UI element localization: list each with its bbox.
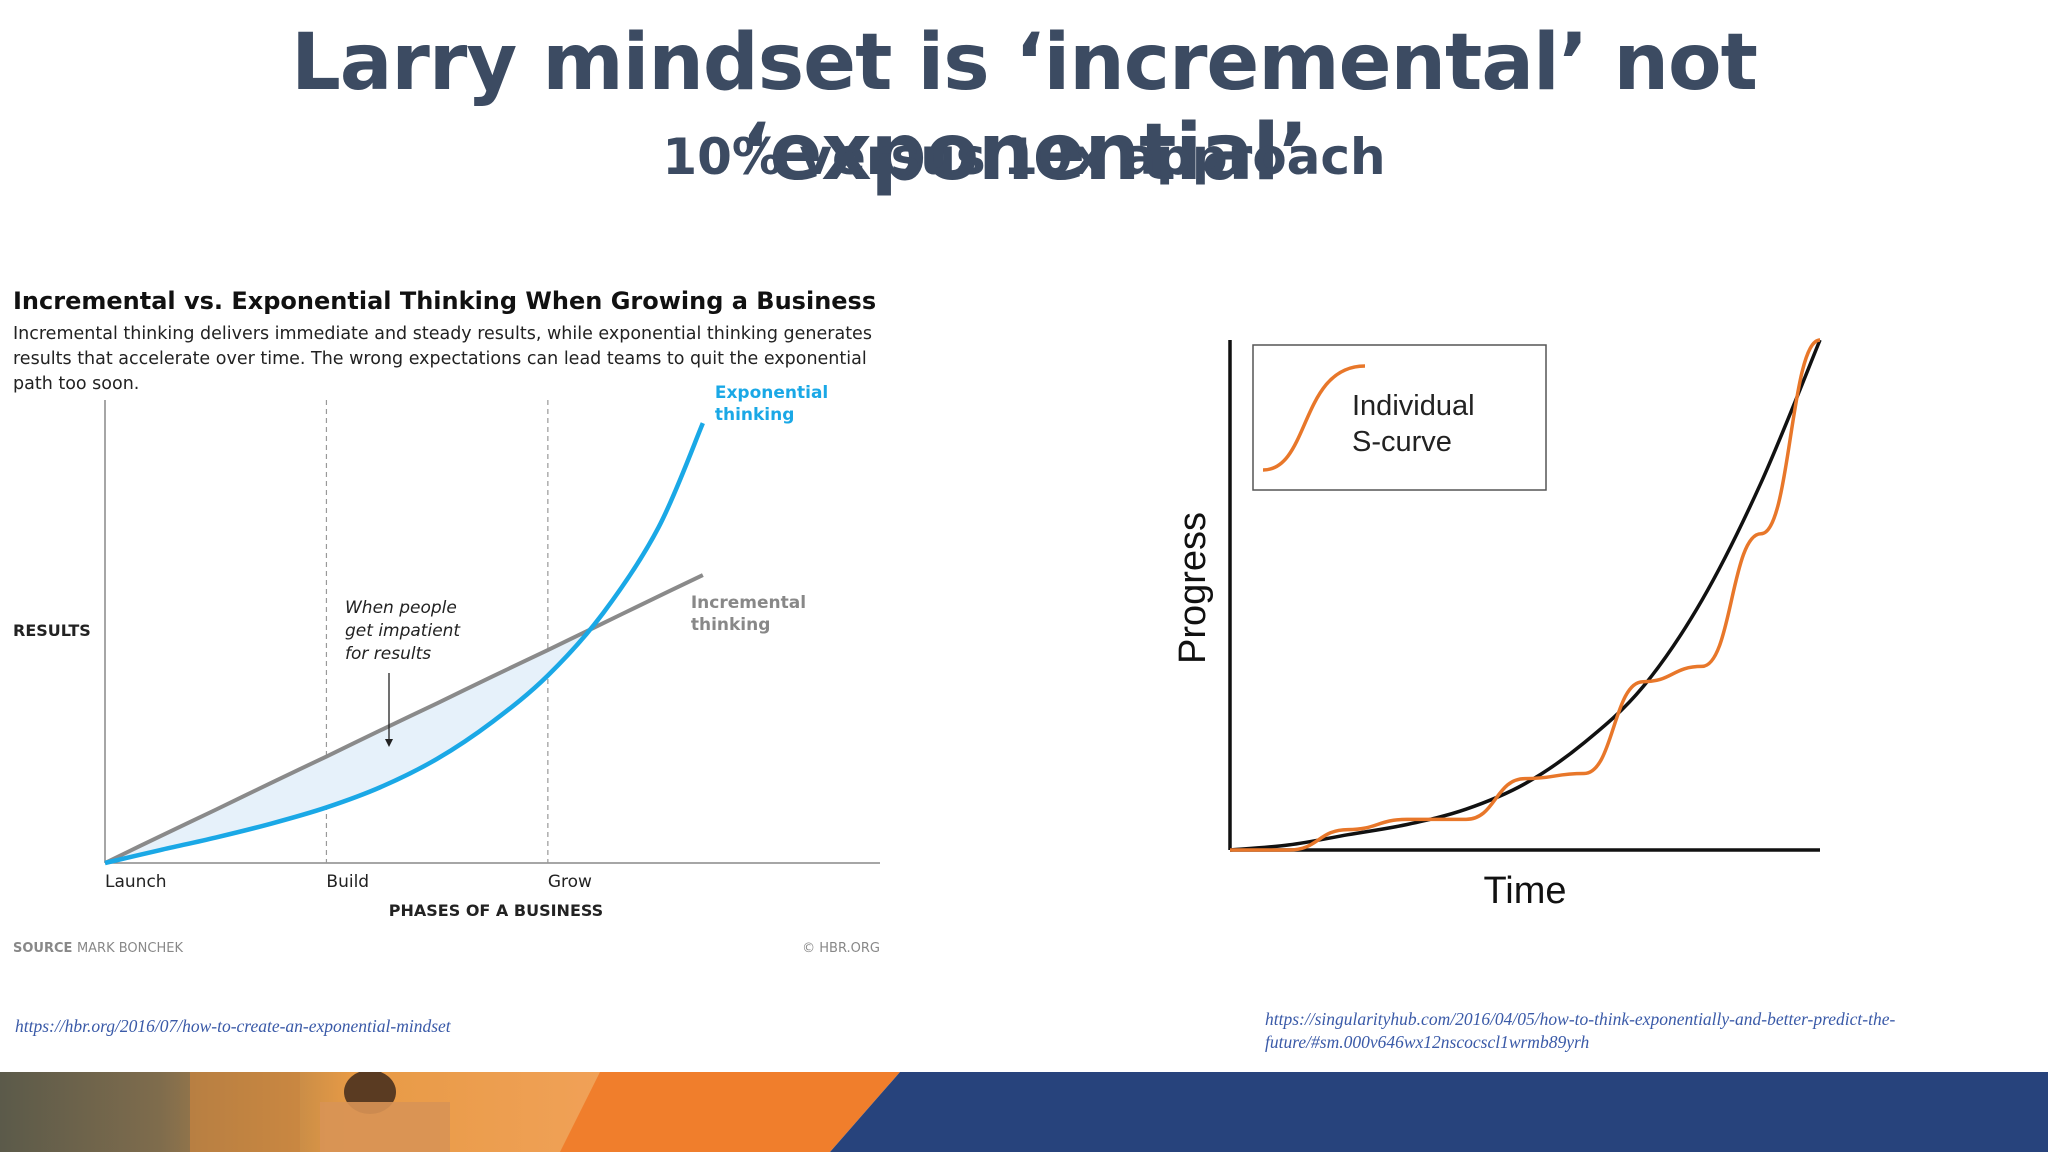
sc-legend-label: Individual S-curve [1352,390,1475,458]
hbr-x-tick-label: Grow [548,872,592,892]
hbr-label-incremental: Incremental thinking [691,593,806,635]
hbr-copyright: © HBR.ORG [802,941,880,956]
hbr-series-exponential [104,422,705,866]
sc-y-axis-label: Progress [1172,512,1214,664]
hbr-chart-description: Incremental thinking delivers immediate … [13,324,872,394]
hbr-source-credit: SOURCE MARK BONCHEK [13,941,183,956]
footer-orange-band [560,1072,900,1152]
hbr-source-link[interactable]: https://hbr.org/2016/07/how-to-create-an… [15,1016,451,1036]
hbr-y-axis-label: RESULTS [13,621,91,640]
sc-x-axis-label: Time [1483,870,1566,912]
sc-legend-box [1252,344,1547,491]
singularityhub-source-link[interactable]: https://singularityhub.com/2016/04/05/ho… [1265,1009,1896,1052]
sc-legend-swatch [1262,364,1366,472]
sc-series-s-curve [1229,338,1821,852]
hbr-x-tick-label: Build [326,872,369,892]
hbr-chart: Exponential thinking Incremental thinking Wh… [13,383,880,956]
hbr-label-exponential: Exponential thinking [715,383,828,425]
hbr-chart-title: Incremental vs. Exponential Thinking Whe… [13,287,877,315]
hbr-x-axis-label: PHASES OF A BUSINESS [389,901,603,920]
hbr-series-incremental [104,573,704,865]
hbr-annotation: When people get impatient for results [345,598,461,664]
footer-banner [0,1072,2048,1152]
scurve-chart: Individual S-curve Time Progress [1172,338,1822,912]
hbr-x-tick-label: Launch [105,872,167,892]
sc-series-exponential [1229,339,1822,852]
slide-title: Larry mindset is ‘incremental’ not ‘expo… [291,18,1758,198]
slide-subtitle: 10% versus 10x approach [662,128,1386,186]
footer-navy-band [830,1072,2048,1152]
hbr-annotation-arrowhead [385,739,393,747]
